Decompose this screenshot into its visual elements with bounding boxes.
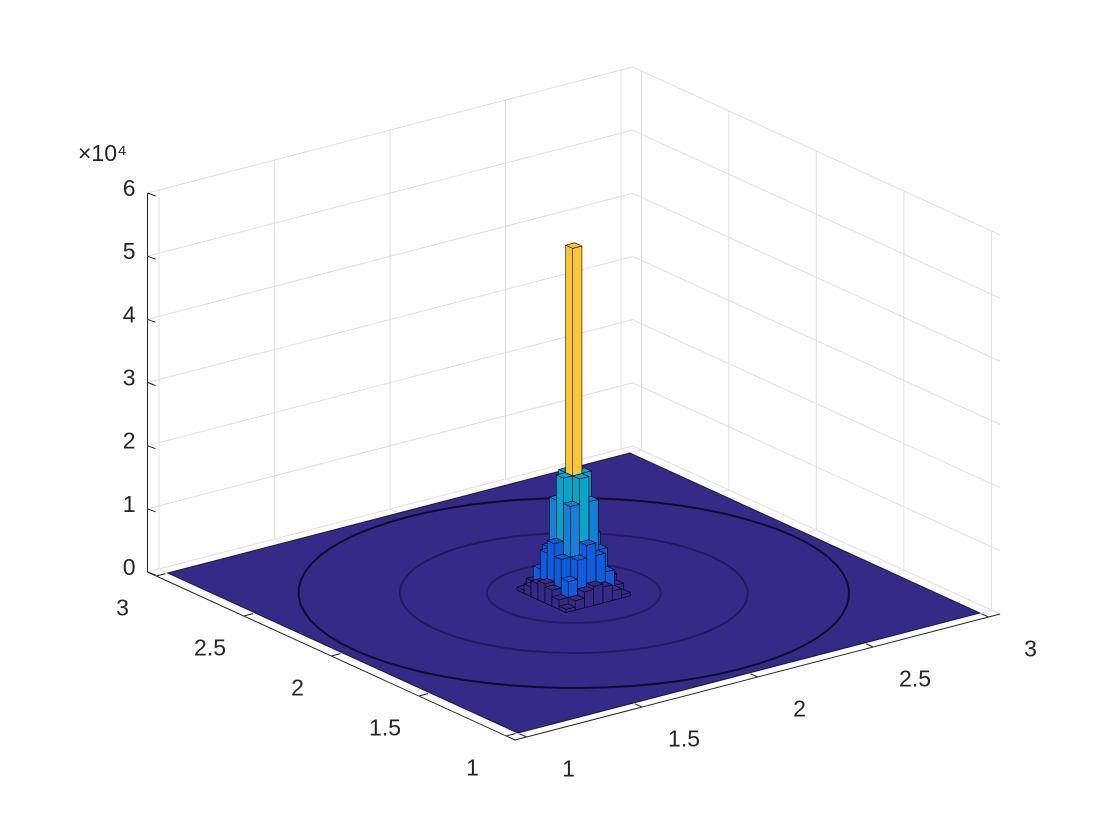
z-tick: [147, 508, 156, 513]
y-tick-label: 2: [291, 674, 304, 700]
y-tick: [331, 653, 341, 657]
z-tick-label: 5: [123, 238, 136, 264]
x-tick: [634, 703, 643, 708]
y-tick-label: 2.5: [194, 634, 226, 660]
y-tick-label: 3: [116, 594, 129, 620]
z-tick-label: 2: [123, 428, 136, 454]
z-tick: [147, 318, 156, 323]
z-tick-label: 6: [123, 175, 136, 201]
z-tick: [147, 571, 156, 576]
y-tick-label: 1: [466, 754, 479, 780]
z-tick-label: 4: [123, 301, 136, 327]
y-tick: [156, 573, 166, 577]
z-tick-label: 1: [123, 491, 136, 517]
z-exponent-label: ×10⁴: [78, 140, 127, 166]
z-tick: [147, 192, 156, 197]
z-tick-label: 0: [123, 554, 136, 580]
x-tick-label: 1: [562, 755, 575, 781]
z-tick: [147, 382, 156, 386]
x-tick-label: 1.5: [668, 725, 700, 751]
z-tick-label: 3: [123, 365, 136, 391]
y-tick-label: 1.5: [369, 714, 401, 740]
z-tick: [147, 445, 156, 450]
x-tick-label: 2: [793, 695, 806, 721]
surface-ring: [297, 497, 850, 689]
y-tick: [418, 693, 429, 697]
x-tick: [750, 673, 758, 678]
bar: [558, 603, 577, 614]
x-tick: [865, 643, 874, 648]
x-tick: [981, 613, 989, 618]
x-tick-label: 2.5: [899, 665, 931, 691]
y-tick: [506, 733, 516, 737]
x-tick: [519, 733, 527, 738]
z-tick: [147, 255, 156, 260]
x-tick-label: 3: [1024, 635, 1037, 661]
y-tick: [243, 613, 254, 617]
